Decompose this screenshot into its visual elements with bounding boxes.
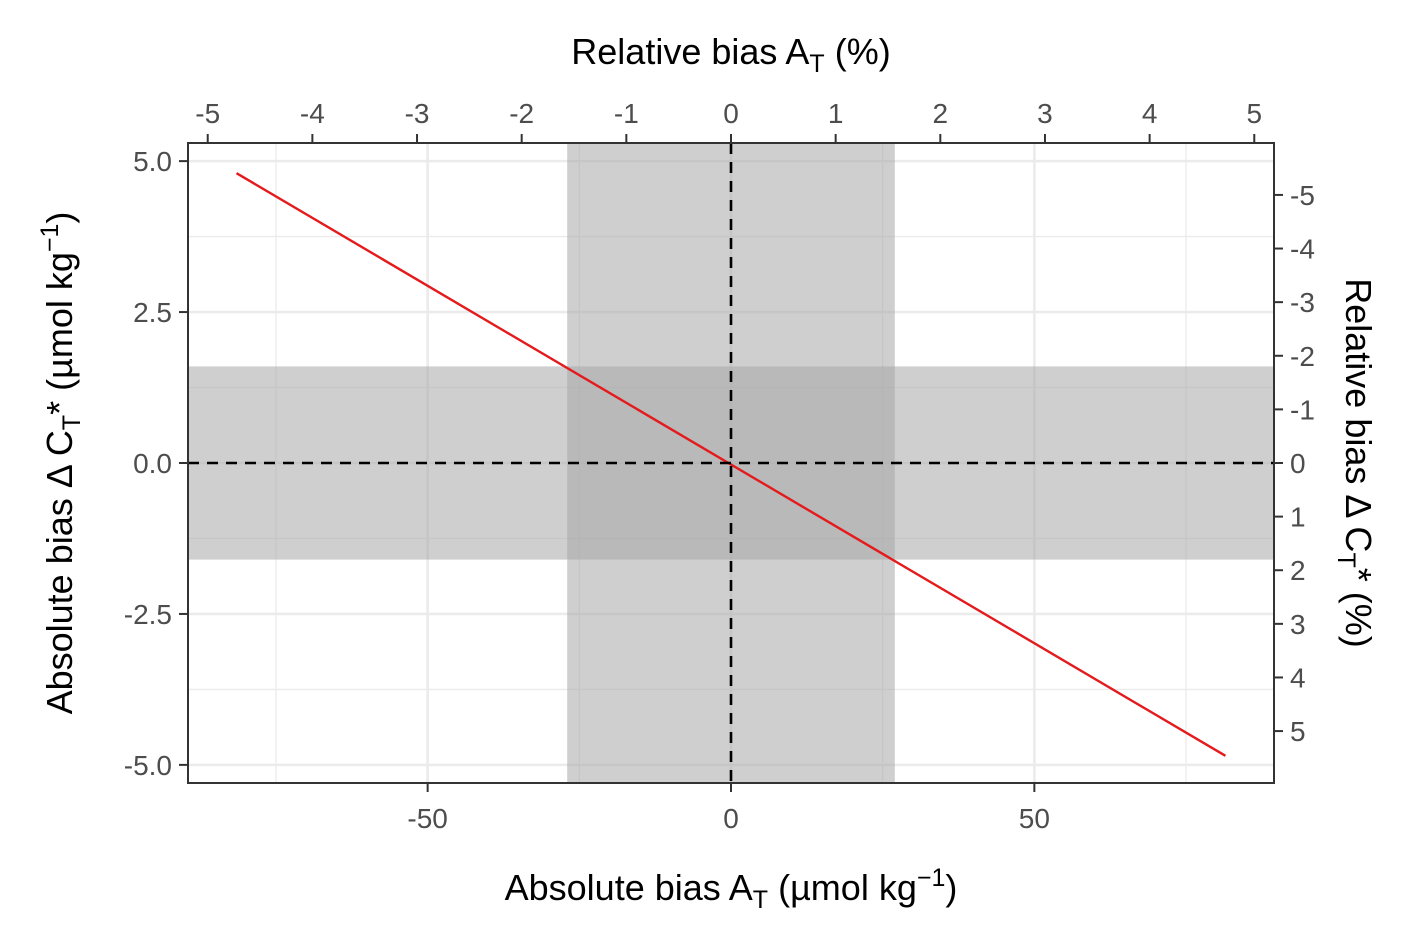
y-left-tick-label: 2.5 xyxy=(133,297,172,328)
x-top-tick-label: -4 xyxy=(300,98,325,129)
x-top-tick-label: 2 xyxy=(933,98,949,129)
x-bottom-axis-title: Absolute bias AT (µmol kg−1) xyxy=(505,864,958,914)
y-right-tick-label: 1 xyxy=(1290,502,1306,533)
y-right-tick-label: -2 xyxy=(1290,341,1315,372)
y-right-tick-label: -1 xyxy=(1290,394,1315,425)
y-right-tick-label: 3 xyxy=(1290,609,1306,640)
x-top-tick-label: -5 xyxy=(195,98,220,129)
x-top-axis-title: Relative bias AT (%) xyxy=(571,31,890,78)
y-right-tick-label: 2 xyxy=(1290,555,1306,586)
x-bottom-tick-label: -50 xyxy=(407,803,447,834)
y-left-tick-label: -2.5 xyxy=(124,599,172,630)
y-right-tick-label: 5 xyxy=(1290,716,1306,747)
x-top-tick-label: 1 xyxy=(828,98,844,129)
x-bottom-tick-label: 0 xyxy=(723,803,739,834)
reference-lines xyxy=(188,143,1274,783)
y-right-axis-title: Relative bias Δ CT* (%) xyxy=(1332,278,1379,647)
y-right-tick-label: -3 xyxy=(1290,287,1315,318)
axes: -50 0 505.02.50.0-2.5-5.0-5 -4 -3 -2 -1 0 1 2 3 4 5-… xyxy=(124,98,1315,834)
x-top-tick-label: 3 xyxy=(1037,98,1053,129)
y-right-tick-label: 4 xyxy=(1290,662,1306,693)
x-bottom-tick-label: 50 xyxy=(1019,803,1050,834)
y-right-tick-label: -5 xyxy=(1290,180,1315,211)
series-layer xyxy=(235,172,1227,757)
y-left-tick-label: 5.0 xyxy=(133,146,172,177)
y-left-axis-title: Absolute bias Δ CT* (µmol kg−1) xyxy=(36,212,86,715)
y-left-tick-label: 0.0 xyxy=(133,448,172,479)
y-right-tick-label: -4 xyxy=(1290,234,1315,265)
x-top-tick-label: 5 xyxy=(1246,98,1262,129)
x-top-tick-label: 4 xyxy=(1142,98,1158,129)
y-left-tick-label: -5.0 xyxy=(124,750,172,781)
x-top-tick-label: -1 xyxy=(614,98,639,129)
y-right-tick-label: 0 xyxy=(1290,448,1306,479)
x-top-tick-label: -2 xyxy=(509,98,534,129)
x-top-tick-label: -3 xyxy=(405,98,430,129)
x-top-tick-label: 0 xyxy=(723,98,739,129)
series-line xyxy=(235,172,1227,757)
